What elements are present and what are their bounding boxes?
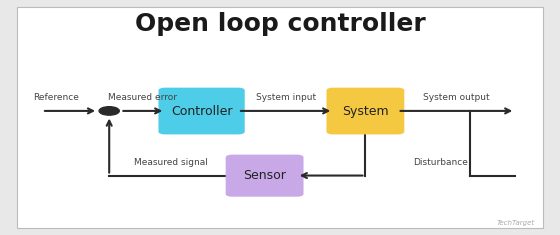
Text: Open loop controller: Open loop controller	[134, 12, 426, 36]
FancyBboxPatch shape	[17, 7, 543, 228]
FancyBboxPatch shape	[158, 88, 245, 134]
Circle shape	[99, 107, 119, 115]
Text: Controller: Controller	[171, 105, 232, 118]
Text: Measured signal: Measured signal	[134, 158, 208, 167]
FancyBboxPatch shape	[226, 155, 304, 197]
Text: System output: System output	[423, 93, 489, 102]
Text: Sensor: Sensor	[243, 169, 286, 182]
Text: System input: System input	[255, 93, 316, 102]
Text: System: System	[342, 105, 389, 118]
Text: Reference: Reference	[33, 93, 79, 102]
FancyBboxPatch shape	[326, 88, 404, 134]
Text: TechTarget: TechTarget	[497, 219, 535, 226]
Text: Disturbance: Disturbance	[413, 158, 468, 167]
Text: Measured error: Measured error	[108, 93, 177, 102]
